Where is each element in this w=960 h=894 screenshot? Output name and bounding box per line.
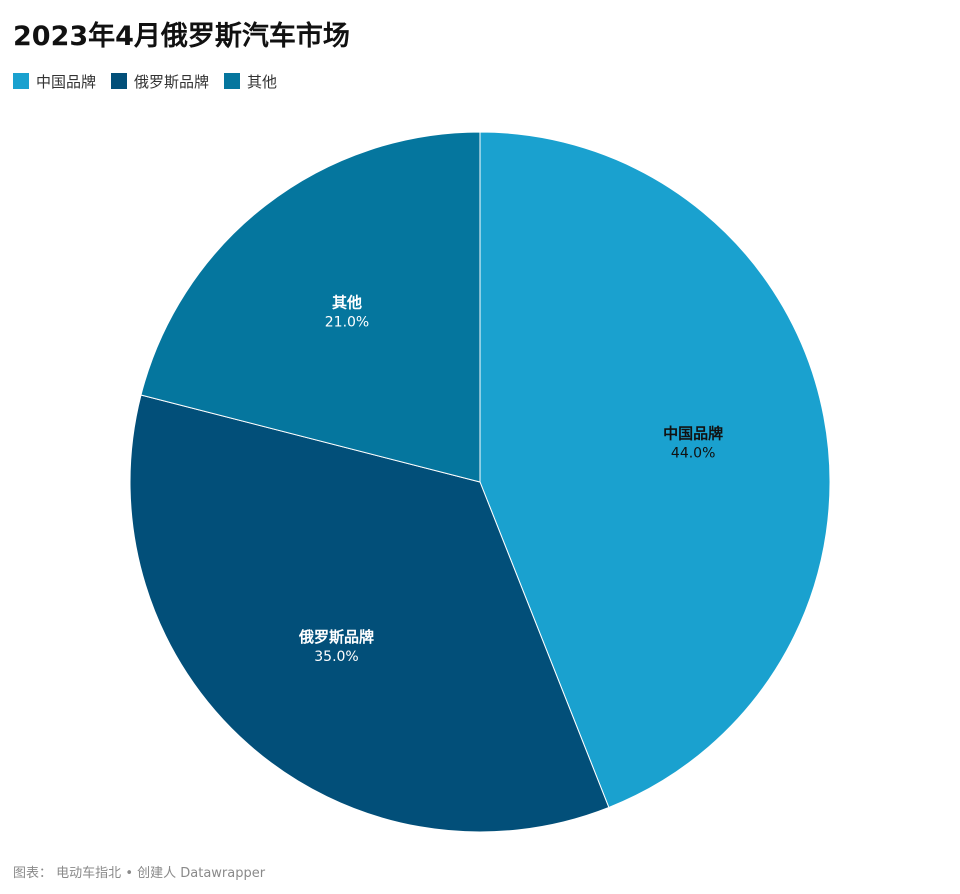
footer-source: 电动车指北	[56, 866, 122, 881]
legend-item-russian-brands: 俄罗斯品牌	[111, 71, 209, 92]
footer-separator: •	[125, 866, 133, 881]
chart-footer: 图表： 电动车指北 • 创建人 Datawrapper	[13, 862, 265, 881]
legend: 中国品牌 俄罗斯品牌 其他	[13, 70, 292, 92]
slice-label-russian-brands: 俄罗斯品牌	[298, 628, 374, 646]
slice-value-chinese-brands: 44.0%	[671, 445, 715, 461]
chart-title: 2023年4月俄罗斯汽车市场	[13, 21, 350, 52]
legend-swatch-others	[224, 73, 241, 89]
slice-label-others: 其他	[332, 294, 362, 312]
slice-value-others: 21.0%	[325, 315, 369, 331]
legend-label-chinese-brands: 中国品牌	[36, 72, 97, 91]
legend-swatch-chinese-brands	[13, 73, 29, 89]
pie-slice-others	[140, 131, 481, 483]
legend-swatch-russian-brands	[111, 73, 128, 89]
pie-slice-chinese-brands	[479, 131, 831, 808]
slice-value-russian-brands: 35.0%	[314, 649, 358, 665]
slice-label-chinese-brands: 中国品牌	[663, 424, 723, 442]
pie-slice-russian-brands	[129, 394, 610, 833]
footer-credit: 创建人 Datawrapper	[137, 866, 266, 881]
footer-source-label: 图表：	[13, 866, 53, 881]
legend-item-chinese-brands: 中国品牌	[13, 71, 96, 92]
legend-label-others: 其他	[247, 72, 278, 91]
legend-item-others: 其他	[224, 71, 277, 92]
legend-label-russian-brands: 俄罗斯品牌	[134, 72, 210, 91]
